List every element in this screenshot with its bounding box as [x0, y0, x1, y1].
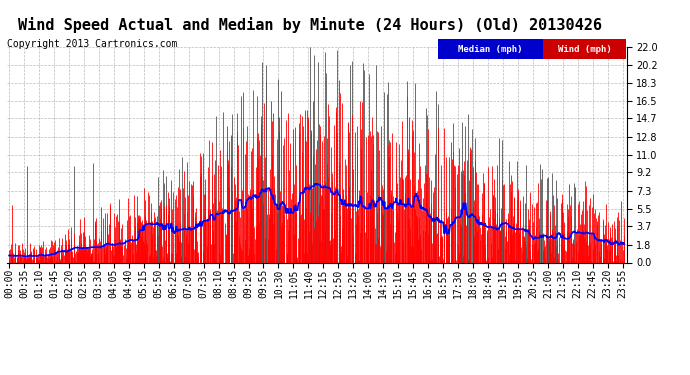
Text: Median (mph): Median (mph) [458, 45, 523, 54]
Text: Copyright 2013 Cartronics.com: Copyright 2013 Cartronics.com [7, 39, 177, 50]
Text: Wind (mph): Wind (mph) [558, 45, 611, 54]
Text: Wind Speed Actual and Median by Minute (24 Hours) (Old) 20130426: Wind Speed Actual and Median by Minute (… [19, 17, 602, 33]
